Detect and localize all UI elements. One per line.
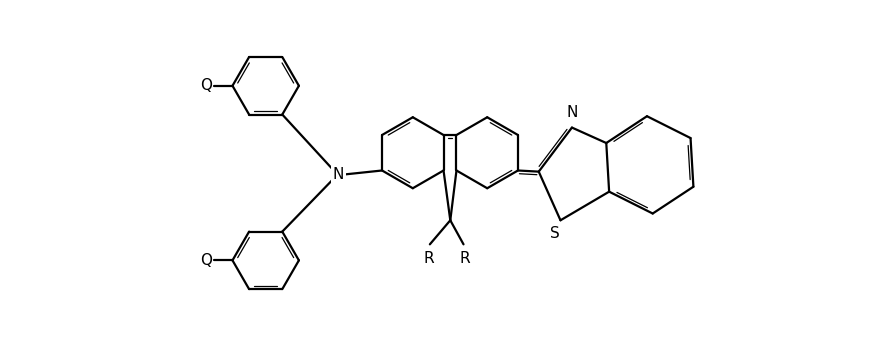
Text: R: R [459, 251, 470, 266]
Text: N: N [333, 167, 344, 182]
Text: N: N [566, 105, 578, 120]
Text: Q: Q [200, 78, 212, 93]
Text: Q: Q [200, 253, 212, 268]
Text: N: N [333, 167, 344, 182]
Text: R: R [424, 251, 434, 266]
Text: S: S [549, 226, 559, 241]
